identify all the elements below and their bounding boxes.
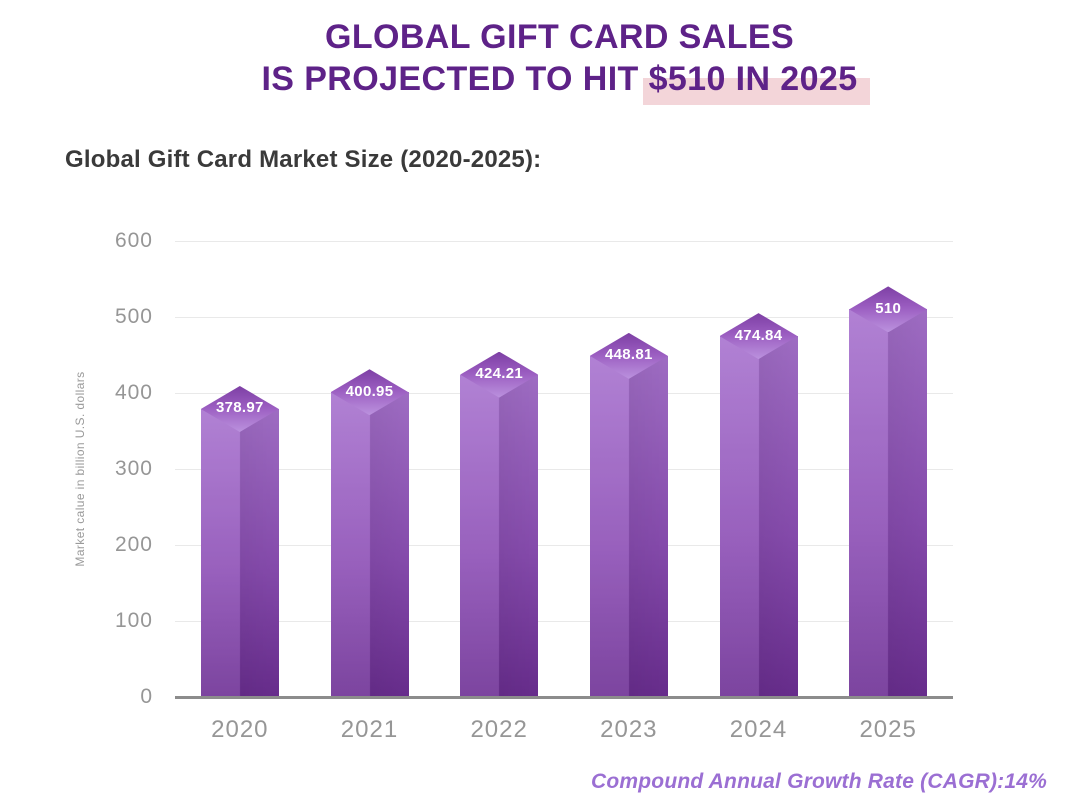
bar-body-2022 (460, 374, 539, 697)
gridline-400 (175, 392, 953, 394)
gridline-600 (175, 240, 953, 242)
x-tick-2025: 2025 (859, 716, 917, 743)
y-tick-400: 400 (114, 381, 153, 404)
bar-value-label-2020: 378.97 (215, 399, 264, 417)
x-tick-2020: 2020 (211, 716, 269, 743)
y-tick-300: 300 (114, 457, 153, 480)
x-tick-2022: 2022 (470, 716, 528, 743)
page-title-line2-prefix: IS PROJECTED TO HIT (261, 60, 649, 99)
bar-value-label-2022: 424.21 (475, 365, 523, 383)
chart-title: Global Gift Card Market Size (2020-2025)… (65, 146, 542, 173)
gridline-100 (175, 620, 953, 622)
bar-body-2023 (589, 355, 668, 697)
bar-body-2021 (330, 392, 409, 697)
y-tick-500: 500 (114, 305, 153, 328)
y-tick-600: 600 (114, 229, 153, 252)
page-title-line1: GLOBAL GIFT CARD SALES (324, 18, 795, 56)
bar-body-2024 (719, 336, 798, 697)
x-tick-2024: 2024 (729, 716, 788, 743)
gridline-200 (175, 544, 953, 546)
page-title-highlighted-text: $510 IN 2025 (648, 60, 858, 99)
bar-body-2025 (849, 309, 928, 697)
bar-value-label-2024: 474.84 (734, 326, 783, 344)
x-tick-2021: 2021 (340, 716, 399, 743)
gridline-500 (175, 316, 953, 318)
x-axis-line (175, 695, 953, 699)
cagr-annotation: Compound Annual Growth Rate (CAGR):14% (591, 770, 1047, 793)
y-tick-0: 0 (140, 685, 153, 708)
bar-value-label-2023: 448.81 (604, 346, 653, 364)
y-tick-100: 100 (114, 609, 153, 632)
y-tick-200: 200 (114, 533, 153, 556)
page-title: GLOBAL GIFT CARD SALES IS PROJECTED TO H… (16, 16, 1087, 100)
bar-value-label-2025: 510 (875, 299, 902, 317)
x-tick-2023: 2023 (600, 716, 658, 743)
gridline-300 (175, 468, 953, 470)
bar-value-label-2021: 400.95 (345, 382, 394, 400)
bar-body-2020 (200, 408, 279, 697)
